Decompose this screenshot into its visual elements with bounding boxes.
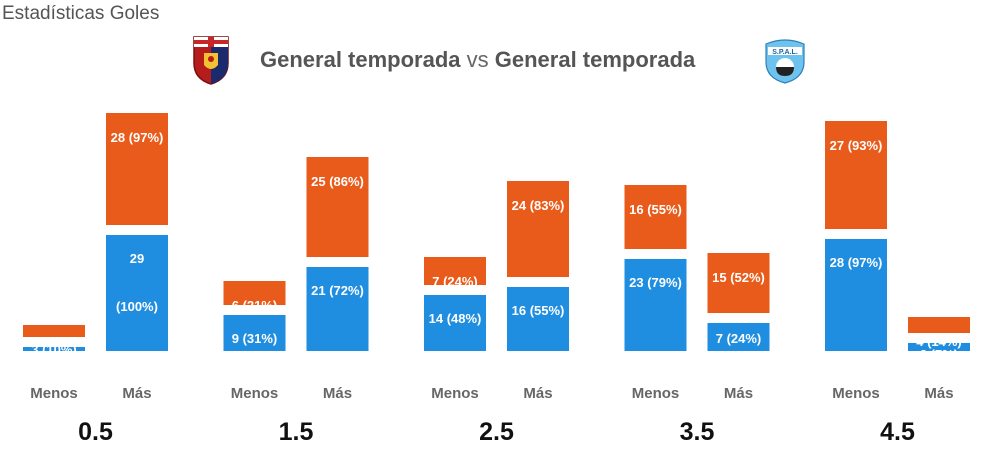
bar-away-label: 29 <box>130 251 144 266</box>
bar-away-label: 28 (97%) <box>830 255 883 270</box>
category-label: Más <box>122 385 151 402</box>
group-label: 2.5 <box>479 418 514 446</box>
bar-home-label: 15 (52%) <box>712 270 765 285</box>
bar-home <box>624 185 687 249</box>
bar-away <box>306 267 369 351</box>
bar-home <box>507 181 569 277</box>
category-label: Menos <box>832 385 880 402</box>
bar-home-label: 4 (14%) <box>916 334 962 349</box>
group-label: 0.5 <box>78 418 113 446</box>
bar-away <box>424 295 486 351</box>
vs-label: vs <box>466 47 489 72</box>
team-right-label: General temporada <box>494 47 696 72</box>
bar-away-label: 16 (55%) <box>512 303 565 318</box>
bar-home <box>106 113 168 225</box>
chart-title: General temporada vs General temporada <box>0 45 992 75</box>
bar-home-label: 25 (86%) <box>311 174 364 189</box>
bar-home <box>908 317 970 333</box>
bar-away-label: 23 (79%) <box>629 275 682 290</box>
group-label: 4.5 <box>880 418 915 446</box>
bar-home-label: 24 (83%) <box>512 198 565 213</box>
group-label: 1.5 <box>279 418 314 446</box>
svg-text:S.P.A.L.: S.P.A.L. <box>772 49 798 56</box>
bar-away <box>707 323 770 351</box>
genoa-crest-icon <box>192 35 230 90</box>
category-label: Más <box>924 385 953 402</box>
bar-home <box>23 325 85 337</box>
bar-away <box>908 343 970 351</box>
team-left-label: General temporada <box>260 47 461 72</box>
bar-away-label: 14 (48%) <box>429 311 482 326</box>
bar-home <box>306 157 369 257</box>
bar-away <box>106 235 168 351</box>
bar-home-label: 6 (21%) <box>232 298 278 313</box>
spal-crest-icon: S.P.A.L. <box>762 38 808 89</box>
bar-home-label: 7 (24%) <box>432 274 478 289</box>
bar-away <box>624 259 687 351</box>
category-label: Menos <box>632 385 680 402</box>
category-label: Más <box>724 385 753 402</box>
category-label: Menos <box>30 385 78 402</box>
bar-away-label: (100%) <box>116 299 158 314</box>
bar-away-label: 9 (31%) <box>232 331 278 346</box>
category-label: Menos <box>231 385 279 402</box>
bar-home-label: 27 (93%) <box>830 138 883 153</box>
bar-away-label: 2 (7%) <box>920 347 958 362</box>
bar-away-label: 21 (72%) <box>311 283 364 298</box>
bar-home <box>223 281 286 305</box>
bar-home-label: 16 (55%) <box>629 202 682 217</box>
bar-away <box>507 287 569 351</box>
category-label: Menos <box>431 385 479 402</box>
bar-home-label: 3 (10%) <box>31 342 77 357</box>
bar-away-label: 1 (3%) <box>35 351 73 366</box>
bar-away-label: 7 (24%) <box>716 331 762 346</box>
bar-home-label: 28 (97%) <box>111 130 164 145</box>
bar-home <box>707 253 770 313</box>
bar-home <box>825 121 887 229</box>
page-heading: Estadísticas Goles <box>2 3 160 24</box>
bar-away <box>23 347 85 351</box>
bar-home <box>424 257 486 285</box>
group-label: 3.5 <box>680 418 715 446</box>
bar-away <box>825 239 887 351</box>
category-label: Más <box>523 385 552 402</box>
category-label: Más <box>323 385 352 402</box>
bar-away <box>223 315 286 351</box>
